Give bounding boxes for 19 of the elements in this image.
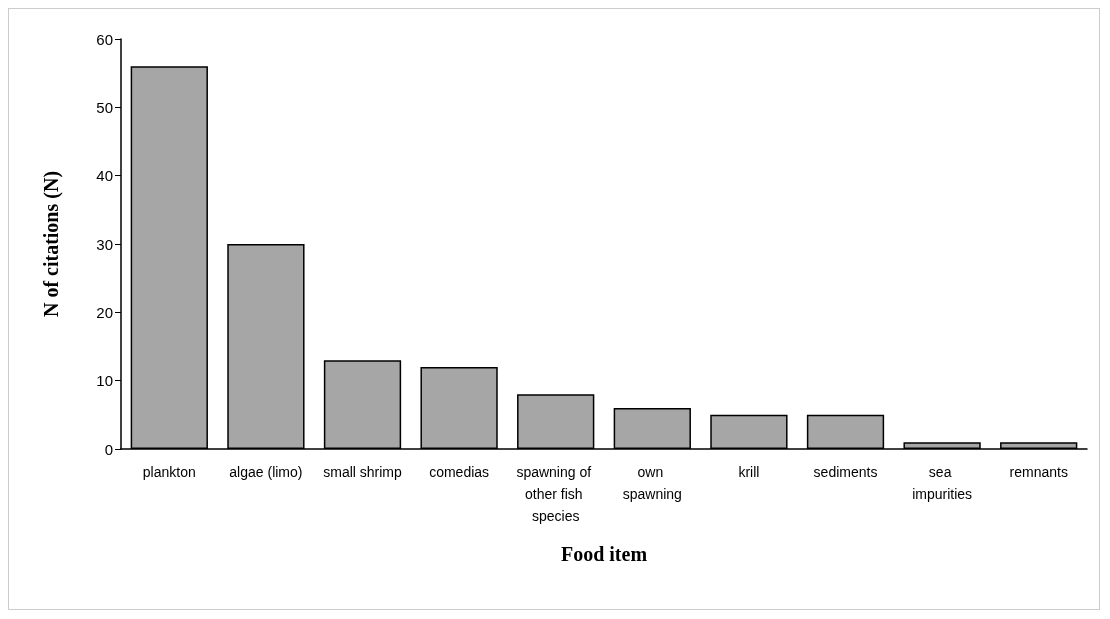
x-axis-title: Food item <box>560 543 648 565</box>
x-tick-label: small shrimp <box>323 464 402 480</box>
x-tick-label: plankton <box>142 464 196 480</box>
x-tick-label: spawning of other fish species <box>516 464 595 524</box>
y-tick-label: 10 <box>96 372 113 390</box>
y-tick-label: 30 <box>96 235 113 253</box>
y-tick-label: 50 <box>96 98 113 116</box>
x-tick-label: remnants <box>1009 464 1068 480</box>
x-tick-label: sediments <box>813 464 878 480</box>
y-tick-label: 60 <box>96 30 113 48</box>
y-tick-label: 40 <box>96 167 113 185</box>
x-tick-label: krill <box>738 464 760 480</box>
x-tick-label: comedias <box>429 464 490 480</box>
x-tick-label: sea impurities <box>912 464 973 502</box>
y-axis-title: N of citations (N) <box>40 170 63 318</box>
y-tick-label: 0 <box>104 440 113 458</box>
x-tick-label: algae (limo) <box>229 464 303 480</box>
y-tick-label: 20 <box>96 303 113 321</box>
x-tick-label: own spawning <box>622 464 682 502</box>
